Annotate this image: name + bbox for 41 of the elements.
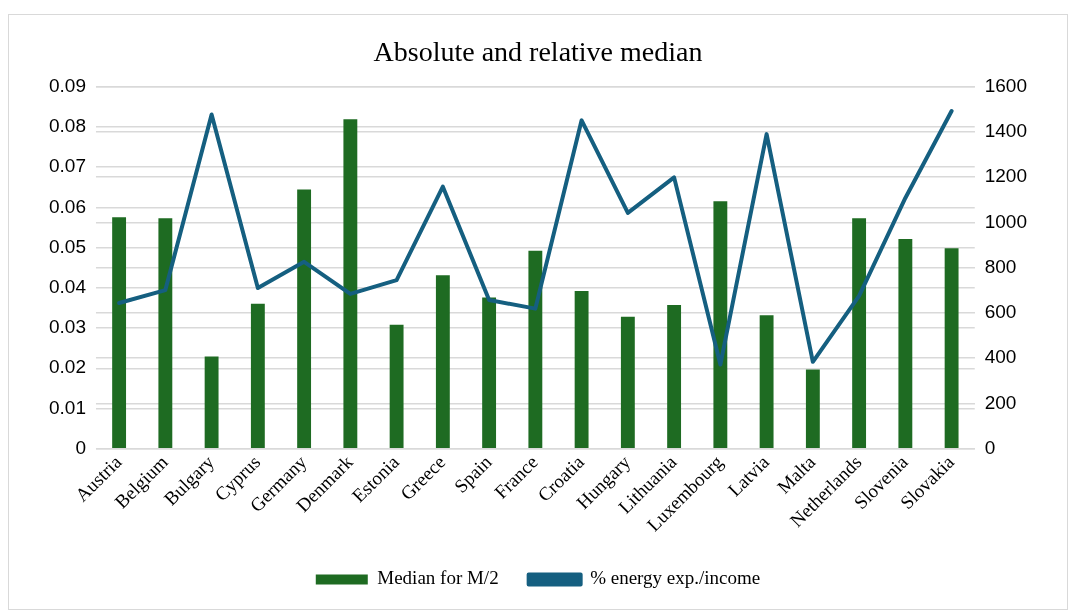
bar <box>435 275 450 448</box>
bar <box>343 119 358 448</box>
y-tick-label: 0 <box>75 436 86 458</box>
legend-label: Median for M/2 <box>377 567 499 589</box>
bar <box>944 248 959 448</box>
bar <box>759 315 774 448</box>
bar <box>204 356 219 448</box>
y2-tick-label: 400 <box>984 346 1017 368</box>
bar <box>713 201 728 448</box>
y2-tick-label: 1400 <box>984 120 1028 142</box>
bar <box>250 303 265 448</box>
y-tick-label: 0.04 <box>49 276 87 298</box>
y2-tick-label: 800 <box>984 255 1017 277</box>
y-tick-label: 0.06 <box>49 195 86 217</box>
y-tick-label: 0.08 <box>49 115 86 137</box>
y-tick-label: 0.03 <box>49 316 86 338</box>
bar <box>898 239 913 448</box>
bar <box>112 217 127 448</box>
bar <box>528 250 543 448</box>
y2-tick-label: 0 <box>984 436 996 458</box>
y2-tick-label: 200 <box>984 391 1017 413</box>
y2-tick-label: 1600 <box>984 74 1028 96</box>
y2-tick-label: 600 <box>984 301 1017 323</box>
bar <box>158 218 173 448</box>
bar <box>389 324 404 448</box>
bar <box>620 316 635 448</box>
bar <box>482 297 497 448</box>
y-tick-label: 0.01 <box>49 396 86 418</box>
bar <box>574 291 589 448</box>
y2-tick-label: 1200 <box>984 165 1028 187</box>
bar <box>805 369 820 448</box>
bar <box>852 218 867 448</box>
legend-label: % energy exp./income <box>590 567 761 589</box>
y-tick-label: 0.09 <box>49 74 86 96</box>
bar <box>667 305 682 448</box>
y-tick-label: 0.02 <box>49 356 86 378</box>
y-tick-label: 0.07 <box>49 155 86 177</box>
y-tick-label: 0.05 <box>49 235 86 257</box>
bar <box>297 189 312 448</box>
chart-title: Absolute and relative median <box>373 36 703 68</box>
y2-tick-label: 1000 <box>984 210 1028 232</box>
